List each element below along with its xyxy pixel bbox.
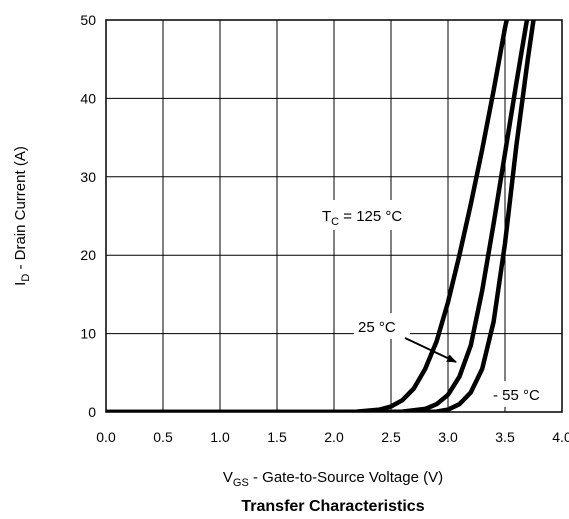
y-tick-label: 0 — [88, 404, 96, 420]
y-tick-label: 40 — [80, 90, 96, 106]
y-tick-label: 50 — [80, 12, 96, 28]
x-tick-label: 2.0 — [324, 429, 344, 445]
x-tick-label: 1.0 — [210, 429, 230, 445]
x-tick-labels: 0.0 0.5 1.0 1.5 2.0 2.5 3.0 3.5 4.0 — [96, 429, 569, 445]
series-line-1 — [106, 20, 510, 412]
annotation-bg-55 — [491, 381, 551, 407]
plot-frame — [105, 19, 563, 413]
annotation-bg-125 — [318, 200, 440, 230]
x-tick-label: 3.0 — [438, 429, 458, 445]
annotation-125c: TC = 125 °C — [322, 208, 402, 228]
annotation-25c: 25 °C — [358, 319, 396, 336]
x-tick-label: 2.5 — [381, 429, 401, 445]
annotation-minus55c: - 55 °C — [493, 387, 540, 404]
y-tick-labels: 0 10 20 30 40 50 — [80, 12, 96, 420]
y-tick-label: 20 — [80, 247, 96, 263]
y-axis-label: ID - Drain Current (A) — [12, 146, 32, 286]
x-tick-label: 0.5 — [153, 429, 173, 445]
x-tick-label: 3.5 — [495, 429, 515, 445]
y-tick-label: 30 — [80, 169, 96, 185]
x-tick-label: 4.0 — [552, 429, 569, 445]
annotation-bg-25 — [354, 313, 410, 339]
y-tick-label: 10 — [80, 326, 96, 342]
annotation-arrow — [404, 337, 457, 363]
chart-title: Transfer Characteristics — [241, 498, 424, 515]
x-tick-label: 1.5 — [267, 429, 287, 445]
x-tick-label: 0.0 — [96, 429, 116, 445]
x-axis-label: VGS - Gate-to-Source Voltage (V) — [223, 469, 443, 489]
